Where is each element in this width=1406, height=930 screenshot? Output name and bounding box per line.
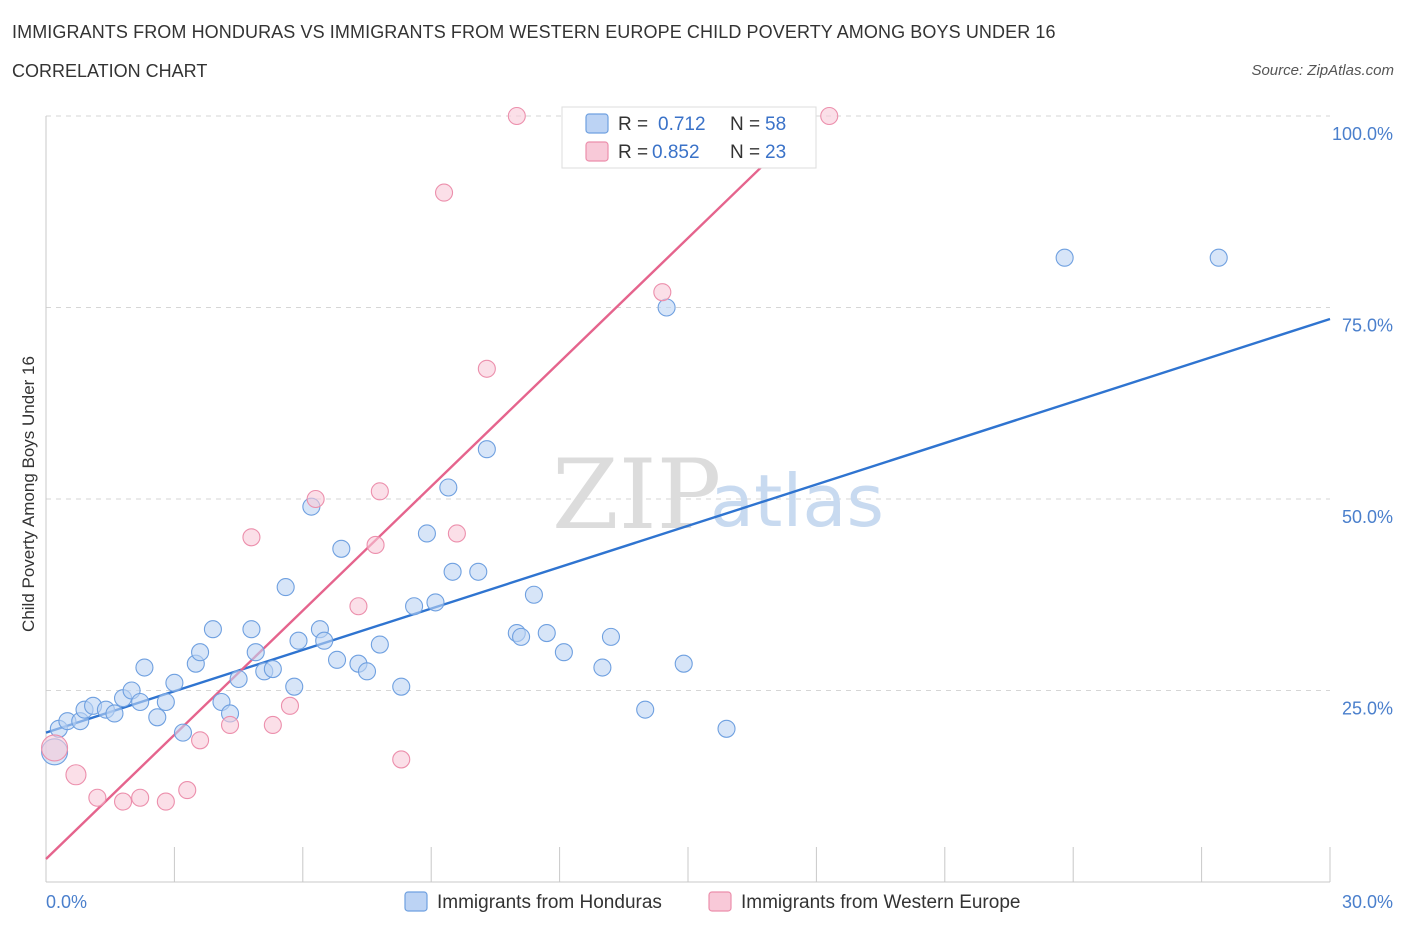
point-honduras-50 [593,658,612,677]
point-honduras-22 [242,620,261,639]
legend-swatch-honduras [585,113,609,134]
point-honduras-52 [636,700,655,719]
bottom-legend-label-honduras: Immigrants from Honduras [437,892,662,913]
x-tick-label-min: 0.0% [46,892,87,912]
bottom-legend-swatch-honduras [404,891,428,912]
point-western-europe-8 [220,715,240,735]
trend-line-western-europe [45,141,788,860]
point-honduras-53 [657,298,676,317]
bottom-legend-label-western-europe: Immigrants from Western Europe [741,892,1020,913]
y-tick-label-3: 100.0% [1332,124,1393,144]
point-western-europe-14 [366,535,385,555]
point-honduras-37 [392,677,411,696]
point-western-europe-18 [447,524,466,543]
point-honduras-40 [426,593,445,612]
point-honduras-15 [173,723,193,742]
point-western-europe-17 [434,183,454,202]
legend-r-value-western-europe: 0.852 [652,142,700,163]
point-honduras-11 [135,658,154,677]
point-honduras-31 [315,631,334,650]
point-western-europe-13 [349,597,368,616]
point-western-europe-16 [392,750,411,769]
point-western-europe-6 [178,781,197,800]
point-honduras-17 [191,643,210,662]
legend-r-label-honduras: R = [618,114,648,135]
point-western-europe-19 [477,359,496,378]
y-tick-label-0: 25.0% [1342,699,1393,719]
y-axis-label: Child Poverty Among Boys Under 16 [19,356,38,632]
watermark-zip: ZIP [552,439,721,551]
point-honduras-7 [105,704,124,723]
point-honduras-21 [229,669,248,689]
legend-n-label-western-europe: N = [730,142,760,163]
point-honduras-26 [276,578,295,597]
chart-subtitle: CORRELATION CHART [12,61,208,81]
point-honduras-39 [417,524,436,543]
point-honduras-48 [537,623,556,643]
point-western-europe-3 [113,792,133,811]
point-western-europe-0 [41,734,69,762]
point-honduras-13 [156,692,175,712]
legend-n-value-western-europe: 23 [765,142,786,163]
point-honduras-23 [246,643,265,662]
point-western-europe-2 [88,788,107,807]
point-honduras-14 [165,673,184,692]
legend-n-value-honduras: 58 [765,114,786,135]
point-honduras-43 [469,562,488,581]
legend-r-value-honduras: 0.712 [658,114,706,135]
point-western-europe-22 [820,106,839,126]
point-western-europe-7 [191,731,210,750]
point-western-europe-11 [280,696,300,715]
point-western-europe-15 [370,482,389,501]
chart-title: IMMIGRANTS FROM HONDURAS VS IMMIGRANTS F… [12,22,1056,42]
point-honduras-51 [601,627,621,646]
bottom-legend-swatch-western-europe [708,891,732,912]
gridlines [46,115,1330,691]
point-honduras-38 [405,597,424,616]
point-western-europe-10 [263,715,282,735]
point-honduras-12 [148,708,167,727]
legend-swatch-western-europe [585,141,609,162]
point-honduras-35 [357,662,377,681]
point-honduras-27 [285,677,304,696]
point-honduras-36 [370,635,389,654]
point-honduras-42 [443,562,462,581]
data-points [41,106,1228,811]
point-honduras-41 [439,478,458,497]
series-legend: Immigrants from Honduras Immigrants from… [404,891,1020,913]
point-honduras-18 [203,620,222,639]
point-honduras-25 [263,660,282,679]
point-western-europe-9 [242,528,261,547]
y-tick-labels: 25.0% 50.0% 75.0% 100.0% [1332,124,1393,719]
point-western-europe-1 [65,764,87,786]
source-label: Source: ZipAtlas.com [1251,62,1394,79]
point-honduras-47 [524,585,543,604]
legend-r-label-western-europe: R = [618,142,648,163]
point-honduras-55 [717,719,736,738]
point-honduras-56 [1055,248,1074,267]
point-honduras-46 [512,627,531,646]
point-honduras-49 [554,643,573,662]
point-honduras-54 [674,654,693,673]
correlation-legend: R = 0.712 N = 58 R = 0.852 N = 23 [561,106,817,169]
point-western-europe-12 [306,489,325,509]
x-tick-label-max: 30.0% [1342,892,1393,912]
point-western-europe-20 [507,106,526,126]
point-honduras-28 [289,631,308,650]
point-honduras-10 [131,692,150,712]
y-tick-label-2: 75.0% [1342,316,1393,336]
point-western-europe-21 [653,283,672,302]
point-honduras-44 [477,440,496,459]
watermark: ZIP atlas [552,439,884,551]
y-tick-label-1: 50.0% [1342,507,1393,527]
point-honduras-32 [327,650,347,669]
point-western-europe-5 [156,792,175,811]
point-honduras-57 [1209,248,1228,267]
legend-n-label-honduras: N = [730,114,760,135]
point-western-europe-4 [131,788,150,807]
point-honduras-33 [332,539,351,558]
